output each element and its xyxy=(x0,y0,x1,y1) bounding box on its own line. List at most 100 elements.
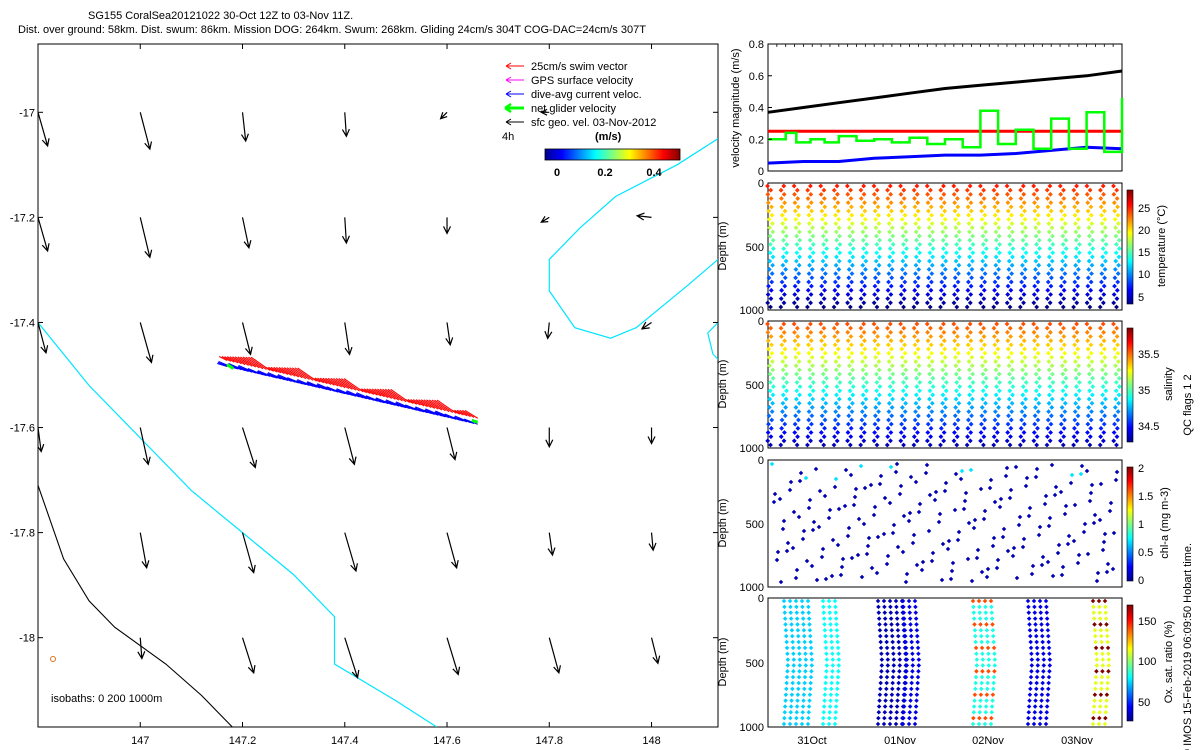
profile-sample xyxy=(834,633,840,639)
surface-velocity-arrow xyxy=(240,112,249,143)
dac-vector xyxy=(316,384,332,391)
panel-frame xyxy=(767,597,1123,728)
profile-sample xyxy=(860,400,866,406)
profile-sample xyxy=(913,229,919,235)
profile-sample xyxy=(1044,704,1050,709)
credit-label: © IMOS 15-Feb-2019 06:09:50 Hobart time. xyxy=(1182,543,1194,750)
profile-sample xyxy=(926,275,932,281)
surface-velocity-arrow xyxy=(344,532,358,573)
swim-vector xyxy=(289,367,307,380)
profile-sample xyxy=(1019,359,1025,364)
cb-tick: 25 xyxy=(1138,203,1150,215)
swim-vector xyxy=(291,367,310,380)
profile-sample xyxy=(775,549,781,555)
profile-sample xyxy=(930,392,936,398)
profile-sample xyxy=(820,363,826,369)
profile-sample xyxy=(955,425,961,431)
profile-sample xyxy=(768,442,773,448)
profile-sample xyxy=(779,350,785,356)
profile-sample xyxy=(822,409,828,415)
profile-sample xyxy=(1062,511,1068,517)
profile-sample xyxy=(901,196,907,201)
profile-sample xyxy=(1037,721,1043,727)
profile-sample xyxy=(1049,405,1055,410)
profile-sample xyxy=(895,628,901,633)
profile-sample xyxy=(1098,296,1104,302)
profile-sample xyxy=(1112,354,1118,360)
profile-sample xyxy=(837,233,842,239)
map-x-ticks: 147 147.2 147.4 147.6 147.8 148 xyxy=(131,44,661,747)
profile-sample xyxy=(968,283,974,289)
profile-sample xyxy=(970,380,976,385)
profile-sample xyxy=(830,669,835,674)
profile-sample xyxy=(896,674,902,680)
profile-sample xyxy=(823,645,829,651)
profile-sample xyxy=(871,191,877,197)
profile-sample xyxy=(1029,657,1035,662)
profile-sample xyxy=(992,409,998,415)
profile-sample xyxy=(897,663,903,668)
profile-sample xyxy=(795,287,801,293)
profile-sample xyxy=(1032,616,1038,621)
profile-sample xyxy=(909,686,914,692)
profile-sample xyxy=(996,258,1002,264)
profile-sample xyxy=(1047,515,1053,521)
profile-sample xyxy=(978,486,984,492)
profile-sample xyxy=(877,698,882,703)
profile-sample xyxy=(1105,680,1110,686)
profile-sample xyxy=(1071,538,1077,544)
profile-sample xyxy=(1092,628,1098,633)
profile-sample xyxy=(794,388,800,394)
profile-sample xyxy=(940,541,946,547)
profile-sample xyxy=(805,434,811,440)
profile-sample xyxy=(799,721,805,727)
profile-sample xyxy=(810,363,815,369)
profile-sample xyxy=(836,413,841,419)
profile-sample xyxy=(1087,498,1093,504)
dac-vector xyxy=(276,376,289,382)
profile-sample xyxy=(926,528,932,534)
profile-sample xyxy=(909,645,915,651)
profile-sample xyxy=(1028,680,1033,686)
profile-sample xyxy=(793,575,799,581)
profile-sample xyxy=(1031,598,1037,604)
profile-sample xyxy=(890,530,896,536)
profile-sample xyxy=(836,657,842,662)
surface-velocity-arrow xyxy=(635,212,652,221)
profile-sample xyxy=(943,388,949,394)
profile-sample xyxy=(958,476,964,482)
profile-sample xyxy=(952,283,958,289)
temperature-panel: 0 500 1000 Depth (m) 5 10 15 20 25 tempe… xyxy=(717,178,1168,317)
profile-sample xyxy=(849,271,855,277)
profile-sample xyxy=(1049,462,1055,468)
profile-sample xyxy=(1099,279,1104,285)
swim-vector xyxy=(428,399,446,412)
profile-sample xyxy=(886,221,892,226)
profile-sample xyxy=(834,384,840,390)
y-tick-label: -17.4 xyxy=(10,317,35,329)
profile-sample xyxy=(1018,325,1023,331)
profile-sample xyxy=(798,470,804,476)
profile-sample xyxy=(801,692,807,697)
profile-sample xyxy=(1093,680,1098,686)
profile-sample xyxy=(942,413,948,419)
profile-sample xyxy=(943,396,949,402)
profile-sample xyxy=(941,321,946,327)
profile-sample xyxy=(948,576,954,582)
profile-sample xyxy=(929,359,935,364)
profile-sample xyxy=(953,471,959,477)
depth-tick: 0 xyxy=(758,593,764,605)
profile-sample xyxy=(1086,258,1092,264)
profile-sample xyxy=(1047,392,1052,398)
profile-sample xyxy=(803,651,808,656)
profile-sample xyxy=(954,187,960,193)
profile-sample xyxy=(1112,421,1117,427)
profile-sample xyxy=(882,495,888,501)
profile-sample xyxy=(927,379,933,385)
profile-sample xyxy=(788,616,794,621)
profile-sample xyxy=(863,258,869,264)
profile-sample xyxy=(1050,573,1056,579)
profile-sample xyxy=(876,409,882,415)
profile-sample xyxy=(794,715,799,721)
profile-sample xyxy=(926,413,932,419)
